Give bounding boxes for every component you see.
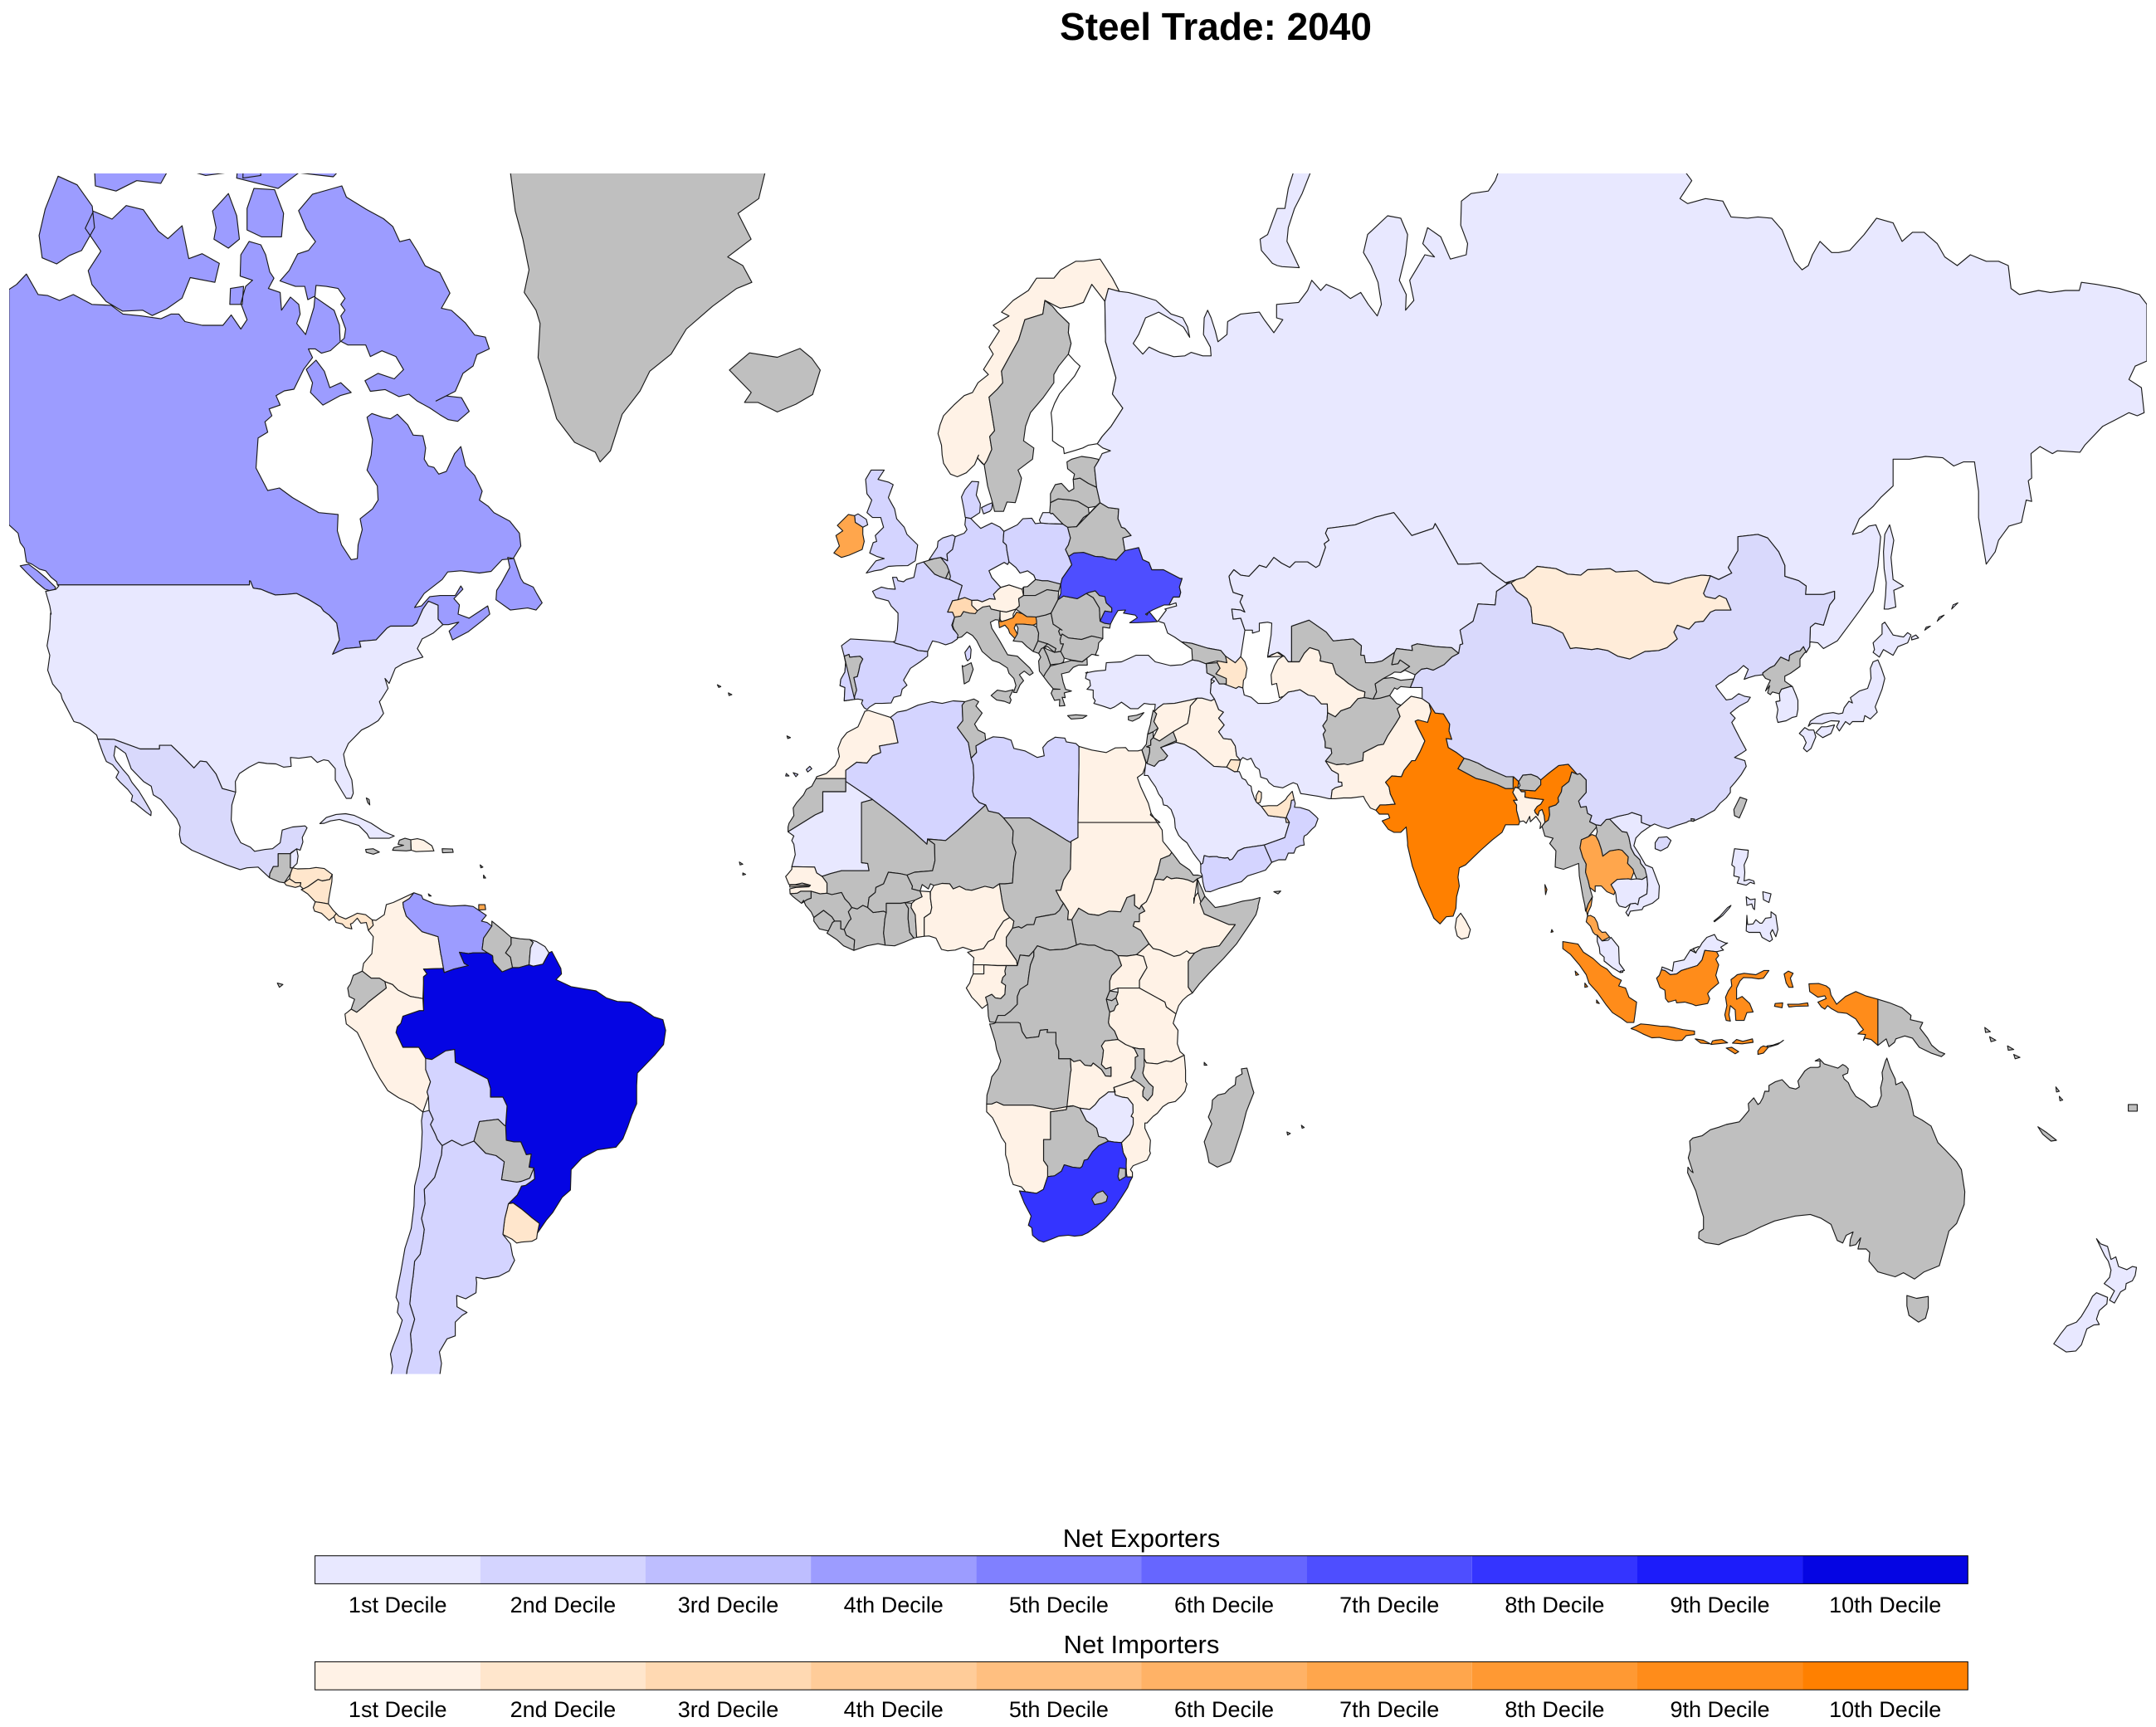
svg-text:3rd Decile: 3rd Decile [678, 1593, 779, 1617]
svg-text:8th Decile: 8th Decile [1505, 1697, 1604, 1722]
svg-text:5th Decile: 5th Decile [1009, 1593, 1109, 1617]
svg-text:10th Decile: 10th Decile [1829, 1697, 1941, 1722]
svg-text:9th Decile: 9th Decile [1670, 1697, 1769, 1722]
svg-text:8th Decile: 8th Decile [1505, 1593, 1604, 1617]
svg-text:9th Decile: 9th Decile [1670, 1593, 1769, 1617]
svg-text:1st Decile: 1st Decile [349, 1697, 447, 1722]
svg-text:3rd Decile: 3rd Decile [678, 1697, 779, 1722]
svg-text:2nd Decile: 2nd Decile [510, 1697, 617, 1722]
svg-text:Net Importers: Net Importers [1064, 1630, 1220, 1659]
svg-text:5th Decile: 5th Decile [1009, 1697, 1109, 1722]
svg-text:2nd Decile: 2nd Decile [510, 1593, 617, 1617]
svg-text:4th Decile: 4th Decile [844, 1697, 944, 1722]
svg-text:6th Decile: 6th Decile [1174, 1697, 1274, 1722]
svg-text:Steel Trade: 2040: Steel Trade: 2040 [1060, 5, 1372, 48]
svg-text:Net Exporters: Net Exporters [1063, 1524, 1221, 1553]
svg-text:4th Decile: 4th Decile [844, 1593, 944, 1617]
svg-text:7th Decile: 7th Decile [1339, 1593, 1439, 1617]
svg-text:10th Decile: 10th Decile [1829, 1593, 1941, 1617]
svg-text:1st Decile: 1st Decile [349, 1593, 447, 1617]
svg-text:6th Decile: 6th Decile [1174, 1593, 1274, 1617]
svg-text:7th Decile: 7th Decile [1339, 1697, 1439, 1722]
